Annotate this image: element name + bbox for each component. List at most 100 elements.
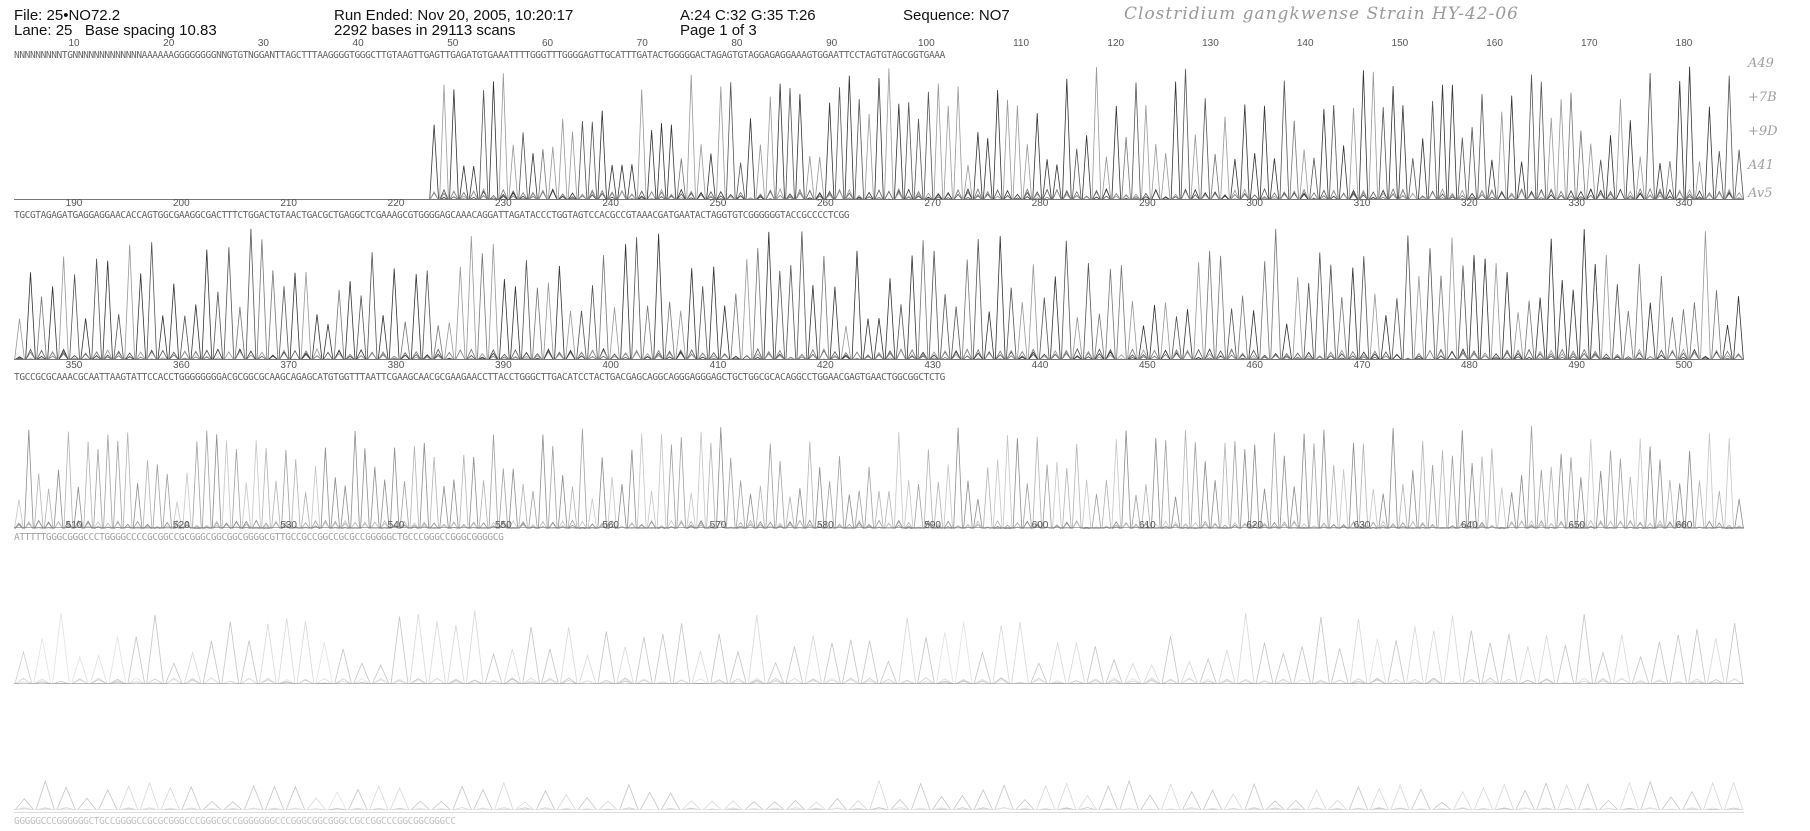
- base-spacing: Base spacing 10.83: [84, 22, 217, 39]
- base-call-sequence-5: GGGGGCCCGGGGGGCTGCCGGGGCCGCGCGGGCCCGGGCG…: [14, 816, 456, 827]
- trace-baseline-3: [14, 527, 1744, 528]
- tick-label: 80: [731, 38, 743, 49]
- base-counts: A:24 C:32 G:35 T:26: [680, 7, 816, 24]
- tick-label: 630: [1353, 520, 1371, 531]
- trace-channel-C: [14, 610, 1744, 684]
- tick-label: 280: [1031, 198, 1049, 209]
- tick-label: 440: [1031, 360, 1049, 371]
- bases-scans: 2292 bases in 29113 scans: [334, 22, 516, 39]
- tick-label: 320: [1460, 198, 1478, 209]
- tick-label: 540: [387, 520, 405, 531]
- tick-label: 660: [1675, 520, 1693, 531]
- tick-label: 210: [280, 198, 297, 209]
- tick-label: 490: [1568, 360, 1585, 371]
- tick-label: 380: [387, 360, 405, 371]
- tick-label: 250: [709, 198, 727, 209]
- electropherogram-panel-5: GGGGGCCCGGGGGGCTGCCGGGGCCGCGCGGGCCCGGGCG…: [14, 690, 1744, 830]
- trace-channel-T: [14, 612, 1744, 684]
- tick-label: 340: [1675, 198, 1693, 209]
- tick-label: 520: [172, 520, 190, 531]
- trace-channel-G: [14, 427, 1744, 529]
- margin-note-2: +7B: [1748, 90, 1777, 105]
- tick-label: 50: [447, 38, 459, 49]
- tick-label: 600: [1031, 520, 1049, 531]
- tick-label: 500: [1675, 360, 1693, 371]
- tick-label: 410: [709, 360, 727, 371]
- lane-value: Lane: 25: [14, 22, 73, 39]
- trace-channel-G: [14, 229, 1744, 360]
- trace-channel-C: [14, 228, 1744, 360]
- tick-label: 460: [1246, 360, 1263, 371]
- position-ticks-4: 510 520 530 540 550 560 570 580 590 600 610 620 630 6…: [14, 520, 1744, 532]
- trace-channel-C: [14, 779, 1744, 810]
- tick-label: 430: [924, 360, 941, 371]
- tick-label: 140: [1296, 38, 1314, 49]
- tick-label: 200: [172, 198, 190, 209]
- margin-note-1: A49: [1748, 56, 1774, 71]
- electropherogram-panel-2: 190 200 210 220 230 240 250 260 270 280 290 300 310 3…: [14, 198, 1744, 363]
- trace-channel-G: [14, 779, 1744, 810]
- base-call-sequence-3: TGCCGCGCAAACGCAATTAAGTATTCCACCTGGGGGGGGA…: [14, 372, 945, 383]
- lane-label: Lane: 25 Base spacing 10.83: [14, 23, 217, 39]
- tick-label: 550: [494, 520, 512, 531]
- tick-label: 20: [163, 38, 175, 49]
- position-ticks-1: 10 20 30 40 50 60 70 80 90 100 110 120 130 140 150 160 1…: [14, 38, 1744, 50]
- position-ticks-2: 190 200 210 220 230 240 250 260 270 280 290 300 310 3…: [14, 198, 1744, 210]
- trace-baseline-1: [14, 199, 1744, 200]
- electropherogram-panel-4: 510 520 530 540 550 560 570 580 590 600 610 620 630 6…: [14, 520, 1744, 690]
- trace-svg-1: [14, 66, 1744, 200]
- tick-label: 150: [1391, 38, 1409, 49]
- trace-channel-C: [14, 430, 1744, 529]
- tick-label: 560: [602, 520, 619, 531]
- tick-label: 220: [387, 198, 405, 209]
- tick-label: 580: [816, 520, 834, 531]
- tick-label: 230: [494, 198, 512, 209]
- tick-label: 350: [65, 360, 83, 371]
- tick-label: 300: [1246, 198, 1263, 209]
- tick-label: 370: [280, 360, 297, 371]
- trace-channel-G: [14, 66, 1744, 200]
- tick-label: 70: [636, 38, 648, 49]
- tick-label: 420: [816, 360, 834, 371]
- trace-channel-A: [14, 807, 1744, 810]
- tick-label: 270: [924, 198, 941, 209]
- trace-channel-A: [14, 650, 1744, 684]
- tick-label: 110: [1013, 38, 1030, 49]
- base-call-sequence-2: TGCGTAGAGATGAGGAGGAACACCAGTGGCGAAGGCGACT…: [14, 210, 850, 221]
- trace-channel-A: [14, 228, 1744, 360]
- tick-label: 60: [541, 38, 554, 49]
- trace-svg-3: [14, 425, 1744, 529]
- file-label: File: 25•NO72.2: [14, 7, 121, 24]
- sequence-name: Sequence: NO7: [903, 7, 1010, 24]
- tick-label: 130: [1202, 38, 1219, 49]
- trace-channel-G: [14, 614, 1744, 684]
- tick-label: 390: [494, 360, 512, 371]
- trace-channel-T: [14, 231, 1744, 360]
- trace-svg-2: [14, 228, 1744, 360]
- tick-label: 400: [602, 360, 619, 371]
- trace-channel-T: [14, 431, 1744, 529]
- tick-label: 10: [68, 38, 80, 49]
- tick-label: 90: [826, 38, 838, 49]
- page-indicator: Page 1 of 3: [680, 22, 757, 39]
- tick-label: 330: [1568, 198, 1585, 209]
- tick-label: 30: [257, 38, 269, 49]
- tick-label: 240: [602, 198, 619, 209]
- tick-label: 170: [1580, 38, 1598, 49]
- trace-channel-T: [14, 791, 1744, 810]
- tick-label: 510: [65, 520, 83, 531]
- tick-label: 640: [1460, 520, 1478, 531]
- run-ended: Run Ended: Nov 20, 2005, 10:20:17: [334, 7, 574, 24]
- tick-label: 120: [1107, 38, 1125, 49]
- base-call-sequence-1: NNNNNNNNNTGNNNNNNNNNNNNNAAAAAAGGGGGGGGNN…: [14, 50, 945, 61]
- trace-baseline-4: [14, 683, 1744, 684]
- tick-label: 590: [924, 520, 941, 531]
- trace-baseline-2: [14, 359, 1744, 360]
- tick-label: 470: [1353, 360, 1371, 371]
- electropherogram-panel-1: 10 20 30 40 50 60 70 80 90 100 110 120 130 140 150 160 1…: [14, 38, 1744, 200]
- position-ticks-3: 350 360 370 380 390 400 410 420 430 440 450 460 470 4…: [14, 360, 1744, 372]
- tick-label: 480: [1460, 360, 1478, 371]
- tick-label: 100: [918, 38, 935, 49]
- electropherogram-panel-3: 350 360 370 380 390 400 410 420 430 440 450 460 470 4…: [14, 360, 1744, 530]
- trace-channel-A: [14, 425, 1744, 529]
